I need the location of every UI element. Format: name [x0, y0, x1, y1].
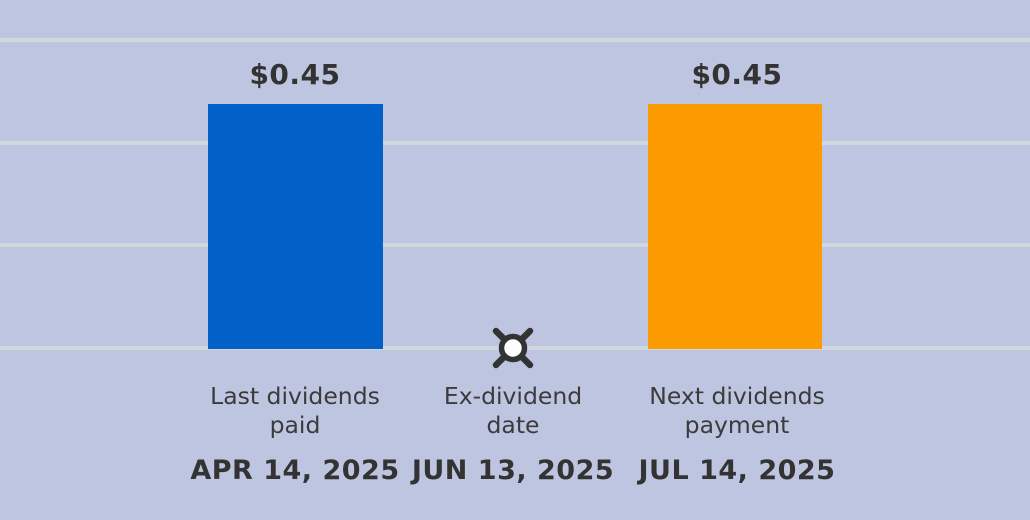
category-label-line: Ex-dividend [443, 382, 583, 410]
gridline [0, 141, 1030, 145]
value-label-next-dividend: $0.45 [691, 58, 783, 91]
gridline [0, 243, 1030, 247]
date-next-dividends-payment: JUL 14, 2025 [638, 455, 836, 486]
category-label-line: date [486, 411, 540, 439]
category-label-line: paid [269, 411, 321, 439]
category-label-ex-dividend-date: Ex-dividend date [383, 382, 643, 440]
bar-last-dividends-paid [208, 104, 383, 349]
category-label-line: Last dividends [210, 382, 380, 410]
value-label-last-dividend: $0.45 [249, 58, 341, 91]
gridline [0, 38, 1030, 42]
category-label-next-dividends-payment: Next dividends payment [607, 382, 867, 440]
date-last-dividends-paid: APR 14, 2025 [190, 455, 400, 486]
ex-dividend-marker-icon [492, 327, 534, 369]
category-label-line: Next dividends [649, 382, 825, 410]
bar-next-dividends-payment [648, 104, 822, 349]
category-label-last-dividends-paid: Last dividends paid [165, 382, 425, 440]
category-label-line: payment [684, 411, 790, 439]
date-ex-dividend: JUN 13, 2025 [411, 455, 615, 486]
marker-circle [498, 333, 528, 363]
